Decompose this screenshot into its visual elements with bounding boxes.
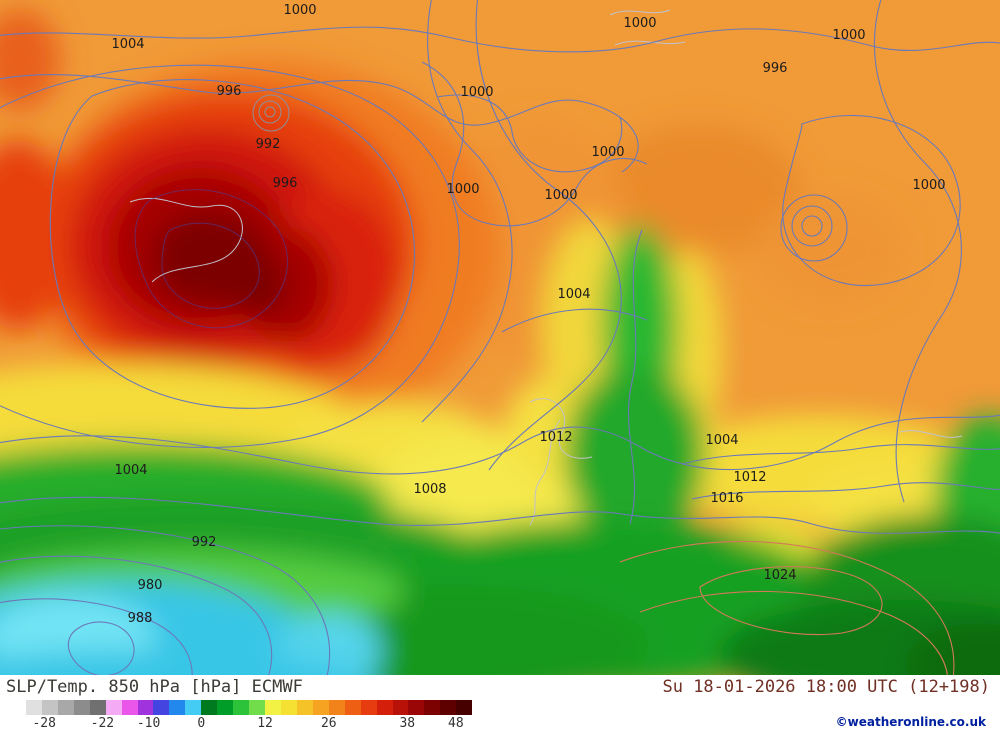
colorbar-segment: [265, 700, 281, 715]
colorbar-segment: [153, 700, 170, 715]
colorbar-segment: [456, 700, 473, 715]
colorbar-segment: [440, 700, 457, 715]
coastlines: [129, 9, 963, 526]
isobar-label: 1000: [591, 145, 624, 160]
colorbar-tick: -10: [136, 716, 161, 731]
colorbar-tick: 38: [399, 716, 416, 731]
isobar-label: 980: [138, 578, 163, 593]
isobar-label: 1000: [544, 188, 577, 203]
isobar-label: 1016: [710, 491, 743, 506]
isobar-label: 1000: [912, 178, 945, 193]
chart-footer: SLP/Temp. 850 hPa [hPa] ECMWF Su 18-01-2…: [0, 675, 1000, 733]
isobar-label: 1012: [539, 430, 572, 445]
colorbar-segment: [233, 700, 250, 715]
isobar-label: 1000: [460, 85, 493, 100]
colorbar-segment: [137, 700, 154, 715]
colorbar-segment: [169, 700, 186, 715]
colorbar-segment: [312, 700, 329, 715]
colorbar-segment: [105, 700, 122, 715]
isobar-label: 1000: [446, 182, 479, 197]
colorbar-segment: [328, 700, 345, 715]
cyclone-spiral: [252, 94, 290, 132]
isobar-label: 1008: [413, 482, 446, 497]
isobar-label: 1004: [114, 463, 147, 478]
colorbar-tick: -28: [32, 716, 56, 731]
colorbar-segment: [424, 700, 441, 715]
colorbar-ticks: -28 -22 -10 0 12 26 38 48: [10, 715, 472, 732]
weather-map-canvas: 1000 1004 996 992 996 1000 1000 1000 1000 1004 100…: [0, 0, 1000, 675]
isobar-label: 1004: [705, 433, 738, 448]
isobar-label: 996: [217, 84, 242, 99]
colorbar-segment: [408, 700, 425, 715]
isobar-label: 1000: [623, 16, 656, 31]
colorbar-tick: -22: [90, 716, 115, 731]
colorbar-tick: 48: [448, 716, 464, 731]
colorbar-tick: 26: [320, 716, 337, 731]
colorbar-segment: [201, 700, 218, 715]
isobar-label: 1004: [111, 37, 144, 52]
isobar-label: 1024: [763, 568, 796, 583]
colorbar-segment: [249, 700, 265, 715]
copyright-link[interactable]: ©weatheronline.co.uk: [835, 715, 986, 729]
colorbar-segment: [344, 700, 361, 715]
isobar-label: 1000: [832, 28, 865, 43]
isobar-label: 992: [256, 137, 281, 152]
colorbar-segment: [121, 700, 138, 715]
product-label: SLP/Temp. 850 hPa [hPa] ECMWF: [6, 677, 303, 697]
isobar-label: 1012: [733, 470, 766, 485]
isobar-label: 996: [763, 61, 788, 76]
colorbar-tick: 12: [257, 716, 273, 731]
temperature-contours: [134, 189, 288, 329]
colorbar-segment: [73, 700, 90, 715]
datetime-label: Su 18-01-2026 18:00 UTC (12+198): [662, 677, 990, 697]
colorbar-row: -28 -22 -10 0 12 26 38 48: [10, 700, 473, 732]
high-pressure-contours: [619, 540, 955, 675]
isobar-label: 992: [192, 535, 217, 550]
colorbar-segment: [280, 700, 297, 715]
colorbar: [10, 700, 473, 715]
colorbar-tick: 0: [197, 716, 206, 731]
isobar-label: 1004: [557, 287, 590, 302]
colorbar-segment: [217, 700, 234, 715]
weather-map: 1000 1004 996 992 996 1000 1000 1000 1000 1004 100…: [0, 0, 1000, 675]
colorbar-segment: [41, 700, 58, 715]
colorbar-segment: [89, 700, 106, 715]
colorbar-segment: [185, 700, 202, 715]
colorbar-segment: [376, 700, 393, 715]
colorbar-segment: [392, 700, 409, 715]
colorbar-segment: [10, 700, 26, 715]
isobar-label: 996: [273, 176, 298, 191]
colorbar-segment: [360, 700, 377, 715]
footer-title-row: SLP/Temp. 850 hPa [hPa] ECMWF Su 18-01-2…: [0, 675, 1000, 697]
isobar-label: 1000: [283, 3, 316, 18]
colorbar-segment: [57, 700, 74, 715]
isobar-contours: [0, 0, 1000, 675]
isobar-label: 988: [128, 611, 153, 626]
colorbar-segment: [25, 700, 42, 715]
colorbar-segment: [296, 700, 313, 715]
